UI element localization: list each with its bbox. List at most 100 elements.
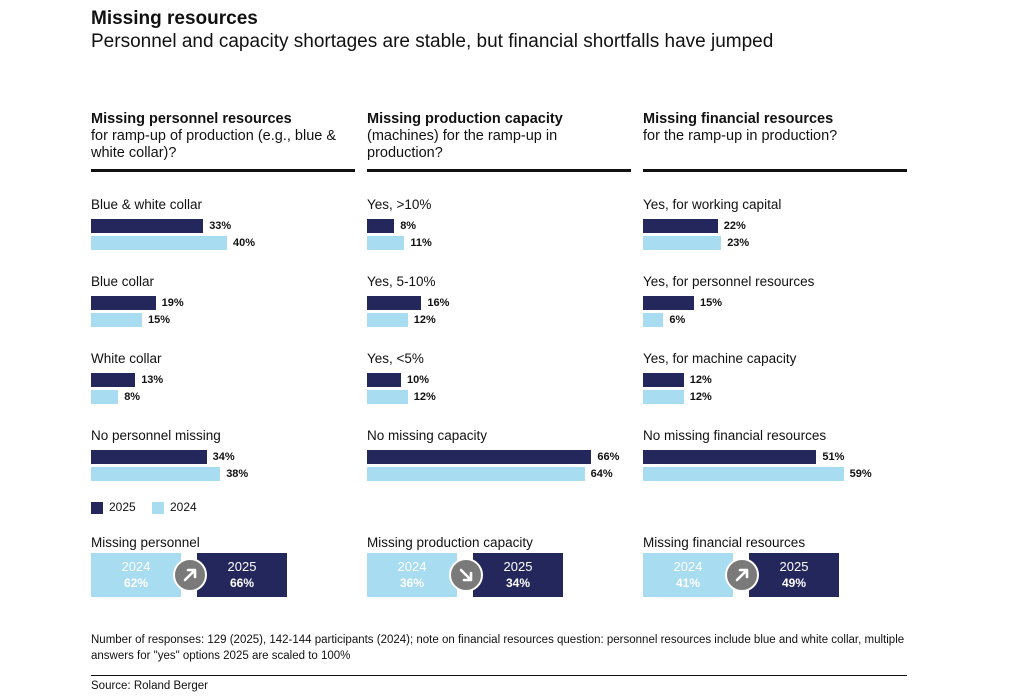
chart-panel: Missing personnel resources for ramp-up o… — [91, 111, 355, 481]
panel-title: Missing personnel resources — [91, 111, 292, 127]
bar-group: Yes, for working capital 22% 23% — [643, 197, 907, 257]
legend-swatch-2024 — [152, 502, 164, 514]
bar-2025 — [643, 296, 694, 310]
category-label: Yes, <5% — [367, 351, 424, 366]
chart-title: Missing resources — [91, 8, 258, 29]
bar-2024 — [91, 467, 221, 481]
summary-box-2024: 2024 62% — [91, 553, 181, 597]
data-label-2025: 22% — [723, 220, 746, 232]
chart-panel: Missing production capacity (machines) fo… — [367, 111, 631, 481]
bar-2024 — [643, 313, 664, 327]
data-label-2025: 16% — [427, 297, 450, 309]
bar-2024 — [367, 467, 585, 481]
category-label: No missing capacity — [367, 428, 488, 443]
data-label-2025: 15% — [700, 297, 723, 309]
bar-group: Yes, <5% 10% 12% — [367, 351, 631, 411]
panel-header: Missing production capacity (machines) fo… — [367, 111, 631, 172]
data-label-2024: 15% — [148, 314, 171, 326]
summary-comparison: Missing production capacity 2024 36% 2025 34… — [367, 535, 631, 597]
data-label-2024: 23% — [727, 237, 750, 249]
data-label-2025: 33% — [209, 220, 232, 232]
bar-2025 — [91, 450, 207, 464]
arrow-up-right-icon — [725, 558, 759, 592]
bar-2024 — [643, 390, 684, 404]
summary-year-2025: 2025 — [227, 559, 257, 574]
bar-2025 — [91, 296, 156, 310]
category-label: No personnel missing — [91, 428, 221, 443]
summary-box-2025: 2025 66% — [197, 553, 287, 597]
summary-label: Missing financial resources — [643, 535, 806, 550]
bar-2024 — [91, 390, 119, 404]
bar-2025 — [367, 219, 395, 233]
data-label-2025: 19% — [161, 297, 184, 309]
bar-group: No missing capacity 66% 64% — [367, 428, 631, 488]
bar-2024 — [91, 313, 142, 327]
summary-value-2025: 34% — [505, 576, 531, 590]
data-label-2025: 10% — [407, 374, 430, 386]
summary-value-2024: 36% — [399, 576, 425, 590]
summary-value-2025: 66% — [229, 576, 255, 590]
summary-box-2024: 2024 41% — [643, 553, 733, 597]
summary-label: Missing production capacity — [367, 535, 533, 550]
panel-question: for ramp-up of production (e.g., blue & … — [91, 128, 337, 161]
bar-2024 — [91, 236, 227, 250]
footnote: Number of responses: 129 (2025), 142-144… — [91, 634, 905, 662]
category-label: Yes, for personnel resources — [643, 274, 815, 289]
bar-2025 — [643, 219, 718, 233]
bar-2025 — [643, 450, 817, 464]
bar-group: White collar 13% 8% — [91, 351, 355, 411]
data-label-2025: 13% — [141, 374, 164, 386]
chart-subtitle: Personnel and capacity shortages are sta… — [91, 31, 774, 52]
bar-2025 — [367, 296, 422, 310]
legend-swatch-2025 — [91, 502, 103, 514]
summary-value-2024: 41% — [675, 576, 701, 590]
arrow-down-right-icon — [449, 558, 483, 592]
category-label: Blue collar — [91, 274, 155, 289]
bar-group: Yes, 5-10% 16% 12% — [367, 274, 631, 334]
bar-group: Yes, >10% 8% 11% — [367, 197, 631, 257]
bar-group: No personnel missing 34% 38% — [91, 428, 355, 488]
bar-2024 — [367, 313, 408, 327]
divider — [91, 675, 907, 676]
summary-comparison: Missing financial resources 2024 41% 2025 49… — [643, 535, 907, 597]
bar-group: Yes, for machine capacity 12% 12% — [643, 351, 907, 411]
category-label: Yes, >10% — [367, 197, 432, 212]
data-label-2024: 12% — [413, 314, 436, 326]
data-label-2024: 8% — [124, 391, 141, 403]
data-label-2024: 12% — [689, 391, 712, 403]
bar-group: Blue & white collar 33% 40% — [91, 197, 355, 257]
panel-title: Missing production capacity — [367, 111, 563, 127]
data-label-2024: 12% — [413, 391, 436, 403]
summary-year-2024: 2024 — [673, 559, 703, 574]
data-label-2025: 51% — [822, 451, 845, 463]
data-label-2025: 66% — [597, 451, 620, 463]
bar-2024 — [367, 390, 408, 404]
bar-2025 — [91, 219, 204, 233]
data-label-2024: 64% — [590, 468, 613, 480]
legend-label-2024: 2024 — [170, 500, 197, 514]
summary-value-2025: 49% — [781, 576, 807, 590]
bar-2025 — [91, 373, 136, 387]
data-label-2025: 8% — [400, 220, 417, 232]
arrow-up-right-icon — [173, 558, 207, 592]
bar-2024 — [643, 467, 844, 481]
bar-2025 — [367, 373, 401, 387]
summary-label: Missing personnel — [91, 535, 200, 550]
panel-question: for the ramp-up in production? — [643, 128, 838, 144]
data-label-2024: 38% — [226, 468, 249, 480]
panel-header: Missing financial resources for the ramp-… — [643, 111, 907, 172]
legend-label-2025: 2025 — [109, 500, 136, 514]
data-label-2024: 40% — [233, 237, 256, 249]
summary-box-2025: 2025 34% — [473, 553, 563, 597]
panel-header: Missing personnel resources for ramp-up o… — [91, 111, 355, 172]
summary-box-2025: 2025 49% — [749, 553, 839, 597]
category-label: No missing financial resources — [643, 428, 827, 443]
data-label-2025: 34% — [212, 451, 235, 463]
summary-year-2025: 2025 — [503, 559, 533, 574]
panel-question: (machines) for the ramp-up in production… — [367, 128, 558, 161]
summary-year-2024: 2024 — [397, 559, 427, 574]
category-label: Yes, 5-10% — [367, 274, 436, 289]
data-label-2025: 12% — [689, 374, 712, 386]
category-label: White collar — [91, 351, 162, 366]
panel-title: Missing financial resources — [643, 111, 834, 127]
